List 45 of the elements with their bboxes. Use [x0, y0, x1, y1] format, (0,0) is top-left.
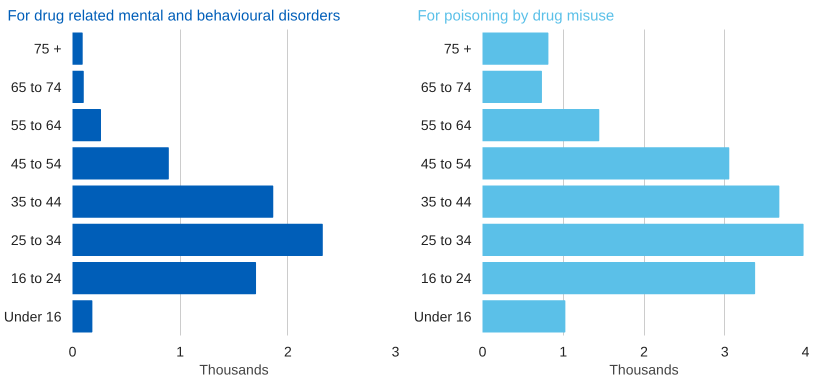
bar [482, 185, 780, 218]
y-tick-label: 25 to 34 [420, 232, 472, 248]
y-tick-label: 75 + [34, 40, 62, 57]
y-tick-label: 45 to 54 [420, 155, 472, 172]
x-tick-label: 2 [284, 344, 292, 360]
bar [72, 147, 169, 180]
bar [482, 300, 566, 333]
y-tick-label: 55 to 64 [420, 117, 472, 134]
bar [482, 147, 730, 180]
x-axis-title: Thousands [199, 362, 269, 378]
bar [482, 32, 548, 65]
y-tick-label: 65 to 74 [420, 78, 472, 95]
x-tick-label: 3 [392, 344, 400, 360]
y-tick-label: 45 to 54 [10, 155, 62, 172]
bar [72, 32, 83, 65]
x-tick-label: 2 [640, 344, 648, 360]
y-tick-label: 16 to 24 [420, 270, 472, 286]
x-tick-label: 1 [176, 344, 184, 360]
bar [72, 70, 84, 104]
y-tick-label: 16 to 24 [10, 270, 62, 286]
bar [72, 108, 101, 142]
x-tick-label: 0 [478, 344, 487, 360]
bar [72, 224, 323, 256]
bar [482, 262, 756, 294]
y-tick-label: 35 to 44 [10, 194, 62, 210]
y-tick-label: 35 to 44 [420, 194, 472, 210]
bar [482, 70, 542, 104]
bar [482, 224, 804, 256]
y-tick-label: 55 to 64 [10, 117, 62, 134]
y-tick-label: Under 16 [4, 308, 62, 324]
x-tick-label: 3 [720, 344, 729, 360]
y-tick-label: Under 16 [414, 308, 472, 324]
x-axis-title: Thousands [609, 362, 679, 378]
y-tick-label: 25 to 34 [10, 232, 62, 248]
y-tick-label: 65 to 74 [10, 78, 62, 95]
bar [72, 300, 92, 333]
bar [72, 262, 256, 294]
x-tick-label: 0 [68, 344, 77, 360]
chart-title: For drug related mental and behavioural disorders [8, 8, 340, 24]
bar [72, 185, 274, 218]
y-tick-label: 75 + [444, 40, 472, 57]
chart-title: For poisoning by drug misuse [418, 8, 614, 24]
x-tick-label: 1 [559, 344, 568, 360]
x-tick-label: 4 [802, 344, 810, 360]
bar [482, 108, 600, 142]
